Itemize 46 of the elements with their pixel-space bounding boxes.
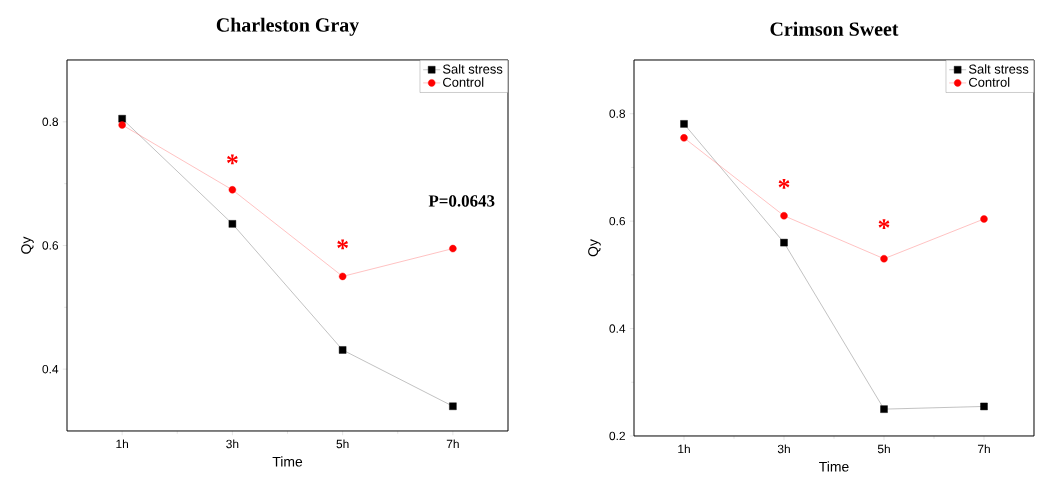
y-axis-title: Qy [588, 239, 601, 257]
legend-label: Salt stress [442, 64, 503, 74]
legend-label: Control [443, 77, 484, 87]
point [780, 238, 788, 247]
point [780, 212, 788, 220]
x-tick-label: 5h [877, 444, 890, 454]
point [338, 346, 347, 354]
point [118, 121, 126, 129]
x-tick-label: 3h [777, 444, 790, 454]
chart-title: Crimson Sweet [770, 21, 899, 36]
point [680, 120, 688, 128]
y-tick-label: 0.8 [42, 117, 59, 127]
y-tick-label: 0.8 [609, 109, 626, 118]
chart-title: Charleston Gray [216, 17, 359, 36]
annotation: * [337, 239, 349, 250]
point [980, 215, 988, 223]
annotation: * [226, 154, 238, 165]
point [880, 405, 888, 413]
legend-label: Control [969, 77, 1010, 87]
y-tick-label: 0.4 [42, 364, 59, 374]
x-tick-label: 7h [977, 444, 990, 454]
x-tick-label: 5h [336, 439, 349, 449]
x-tick-label: 3h [226, 439, 239, 449]
x-axis-title: Time [819, 461, 849, 472]
point [228, 186, 237, 194]
annotation: P=0.0643 [428, 195, 495, 207]
x-tick-label: 1h [678, 444, 690, 454]
point [228, 220, 237, 228]
y-axis-title: Qy [21, 236, 34, 254]
x-tick-label: 7h [446, 439, 459, 449]
point [980, 402, 988, 411]
y-tick-label: 0.2 [609, 431, 625, 441]
annotation: * [878, 219, 890, 229]
point [449, 402, 457, 410]
y-tick-label: 0.6 [42, 241, 59, 250]
point [118, 115, 126, 123]
y-tick-label: 0.6 [609, 216, 626, 226]
point [680, 134, 688, 142]
point [449, 244, 457, 253]
annotation: * [778, 178, 790, 189]
x-tick-label: 1h [116, 439, 129, 449]
legend-label: Salt stress [968, 64, 1029, 74]
y-tick-label: 0.4 [609, 324, 626, 333]
point [880, 255, 888, 263]
x-axis-title: Time [272, 456, 303, 467]
point [338, 272, 347, 281]
